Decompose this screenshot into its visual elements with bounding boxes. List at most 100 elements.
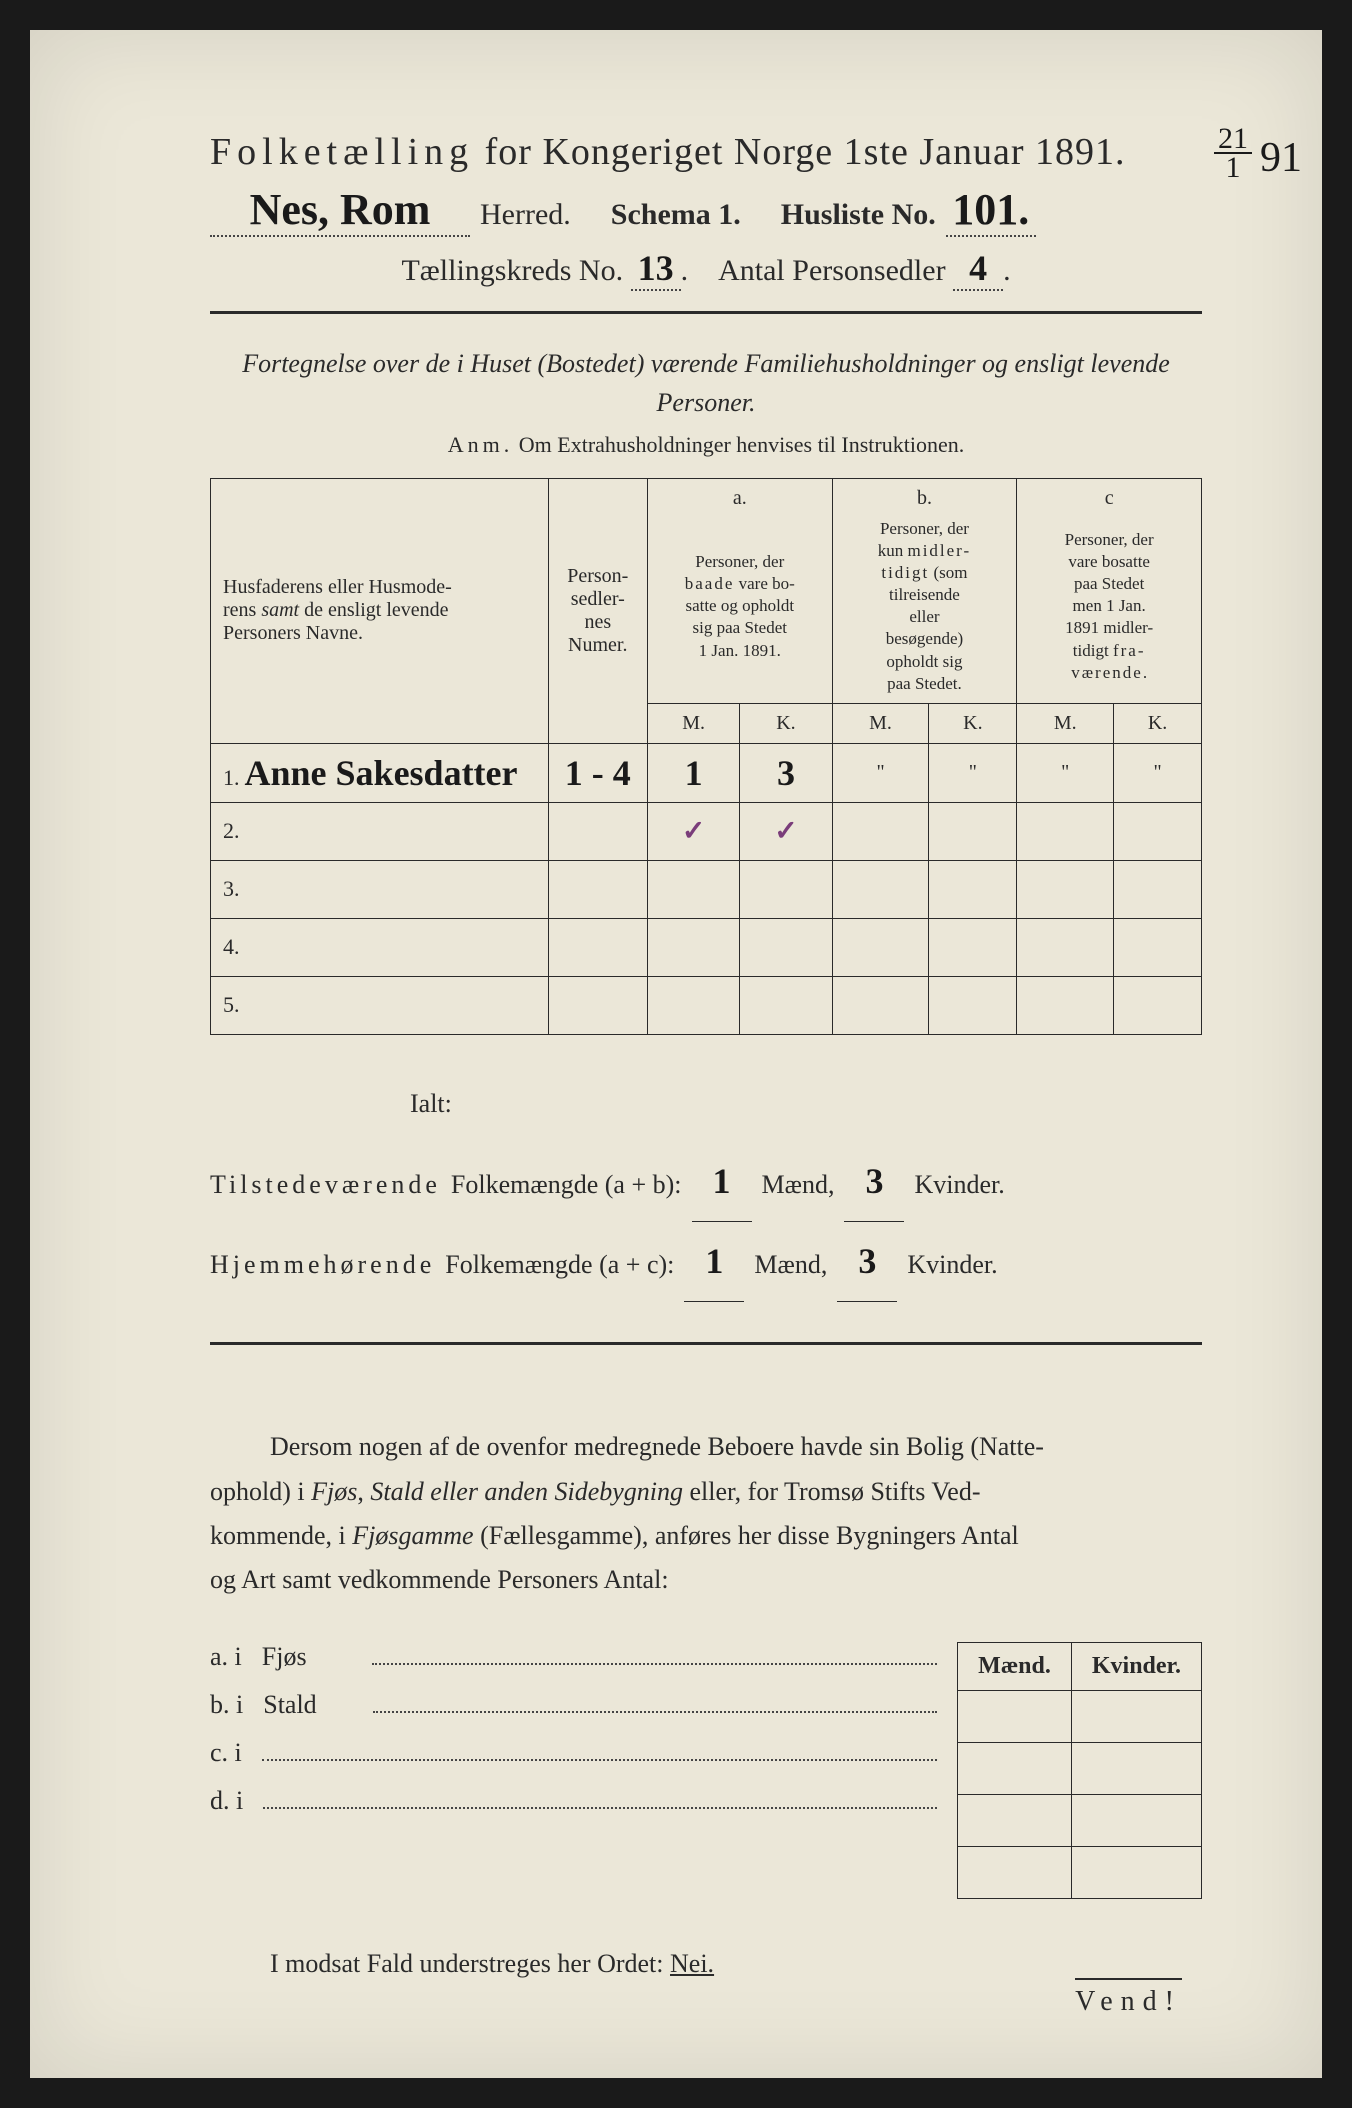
mk-row: [958, 1847, 1202, 1899]
herred-line: Nes, Rom Herred. Schema 1. Husliste No. …: [210, 184, 1202, 237]
kreds-label: Tællingskreds No.: [401, 254, 623, 287]
building-row: c. i: [210, 1738, 937, 1768]
husliste-value: 101.: [946, 184, 1036, 237]
margin-year: 91: [1260, 140, 1302, 178]
ialt-label: Ialt:: [210, 1075, 1202, 1132]
building-row-label: b. i: [210, 1690, 243, 1720]
col-b-m: M.: [832, 703, 929, 743]
cell-a-m: [647, 976, 739, 1034]
building-row-label: d. i: [210, 1786, 243, 1816]
mk-cell: [958, 1847, 1072, 1899]
cell-name: 2.: [211, 802, 549, 860]
cell-name: 3.: [211, 860, 549, 918]
footer-text-pre: I modsat Fald understreges her Ordet:: [270, 1949, 670, 1978]
building-row: a. i Fjøs: [210, 1642, 937, 1672]
margin-date-annotation: 21 1: [1214, 125, 1252, 181]
cell-c-k: [1114, 976, 1202, 1034]
col-header-b-text: Personer, derkun midler-tidigt (somtilre…: [832, 510, 1017, 703]
antal-label: Antal Personsedler: [718, 254, 945, 287]
husliste-label: Husliste No.: [781, 198, 936, 232]
building-row-label: a. i: [210, 1642, 242, 1672]
col-header-a-text: Personer, derbaade vare bo-satte og opho…: [647, 510, 832, 703]
table-row: 5.: [211, 976, 1202, 1034]
cell-a-m: ✓: [647, 802, 739, 860]
divider: [210, 311, 1202, 314]
summary-present: Tilstedeværende Folkemængde (a + b): 1 M…: [210, 1142, 1202, 1222]
summary-l1-k: 3: [844, 1142, 904, 1222]
cell-a-m: [647, 918, 739, 976]
building-paragraph: Dersom nogen af de ovenfor medregnede Be…: [210, 1425, 1202, 1602]
building-row: b. i Stald: [210, 1690, 937, 1720]
mk-cell: [958, 1795, 1072, 1847]
census-form-page: 21 1 91 Folketælling for Kongeriget Norg…: [30, 30, 1322, 2078]
cell-c-m: [1017, 976, 1114, 1034]
mk-k-header: Kvinder.: [1071, 1643, 1201, 1691]
mk-cell: [1071, 1743, 1201, 1795]
building-row: d. i: [210, 1786, 937, 1816]
maend-label: Mænd,: [762, 1156, 835, 1213]
dotted-line: [372, 1663, 937, 1665]
summary-line2-rest: Folkemængde (a + c):: [445, 1236, 674, 1293]
anm-prefix: Anm.: [448, 432, 514, 457]
title-main-word: Folketælling: [210, 131, 474, 173]
cell-b-k: [929, 860, 1017, 918]
cell-c-m: [1017, 802, 1114, 860]
col-header-a-label: a.: [647, 479, 832, 511]
summary-resident: Hjemmehørende Folkemængde (a + c): 1 Mæn…: [210, 1222, 1202, 1302]
anm-text: Om Extrahusholdninger henvises til Instr…: [513, 432, 964, 457]
cell-num: [548, 918, 647, 976]
cell-b-m: ": [832, 743, 929, 802]
schema-label: Schema 1.: [611, 198, 741, 232]
cell-num: [548, 976, 647, 1034]
summary-line1-label: Tilstedeværende: [210, 1156, 441, 1213]
divider: [210, 1342, 1202, 1345]
building-row-name: Stald: [263, 1690, 353, 1720]
col-c-m: M.: [1017, 703, 1114, 743]
summary-section: Ialt: Tilstedeværende Folkemængde (a + b…: [210, 1075, 1202, 1303]
cell-b-k: [929, 918, 1017, 976]
summary-line1-rest: Folkemængde (a + b):: [451, 1156, 682, 1213]
mk-cell: [958, 1743, 1072, 1795]
cell-a-k: 3: [740, 743, 832, 802]
dotted-line: [373, 1711, 937, 1713]
maend-label: Mænd,: [754, 1236, 827, 1293]
mk-row: [958, 1691, 1202, 1743]
title-rest: for Kongeriget Norge 1ste Januar 1891.: [474, 131, 1125, 173]
building-list: a. i Fjøs b. i Stald c. i d. i: [210, 1642, 937, 1899]
footer-sentence: I modsat Fald understreges her Ordet: Ne…: [210, 1949, 1202, 1979]
summary-line2-label: Hjemmehørende: [210, 1236, 435, 1293]
col-header-c-text: Personer, dervare bosattepaa Stedetmen 1…: [1017, 510, 1202, 703]
herred-value: Nes, Rom: [210, 184, 470, 237]
antal-value: 4: [953, 247, 1003, 291]
table-row: 2. ✓ ✓: [211, 802, 1202, 860]
cell-a-k: ✓: [740, 802, 832, 860]
cell-b-m: [832, 918, 929, 976]
cell-b-k: ": [929, 743, 1017, 802]
household-table: Husfaderens eller Husmode-rens samt de e…: [210, 478, 1202, 1035]
summary-l2-k: 3: [837, 1222, 897, 1302]
cell-a-m: [647, 860, 739, 918]
cell-c-k: [1114, 802, 1202, 860]
cell-c-m: [1017, 918, 1114, 976]
col-header-num: Person-sedler-nesNumer.: [548, 479, 647, 744]
cell-a-k: [740, 976, 832, 1034]
building-row-name: Fjøs: [262, 1642, 352, 1672]
mk-cell: [1071, 1795, 1201, 1847]
table-row: 4.: [211, 918, 1202, 976]
kvinder-label: Kvinder.: [914, 1156, 1004, 1213]
footer-nei: Nei.: [670, 1949, 714, 1978]
kreds-line: Tællingskreds No. 13. Antal Personsedler…: [210, 247, 1202, 291]
page-title: Folketælling for Kongeriget Norge 1ste J…: [210, 130, 1202, 174]
cell-b-m: [832, 976, 929, 1034]
vend-label: Vend!: [1075, 1978, 1182, 2018]
kreds-value: 13: [631, 247, 681, 291]
mk-cell: [958, 1691, 1072, 1743]
cell-a-k: [740, 918, 832, 976]
table-row: 1. Anne Sakesdatter 1 - 4 1 3 " " " ": [211, 743, 1202, 802]
cell-name: 1. Anne Sakesdatter: [211, 743, 549, 802]
cell-num: [548, 802, 647, 860]
cell-num: 1 - 4: [548, 743, 647, 802]
cell-name: 5.: [211, 976, 549, 1034]
date-numerator: 21: [1214, 125, 1252, 154]
kvinder-label: Kvinder.: [907, 1236, 997, 1293]
